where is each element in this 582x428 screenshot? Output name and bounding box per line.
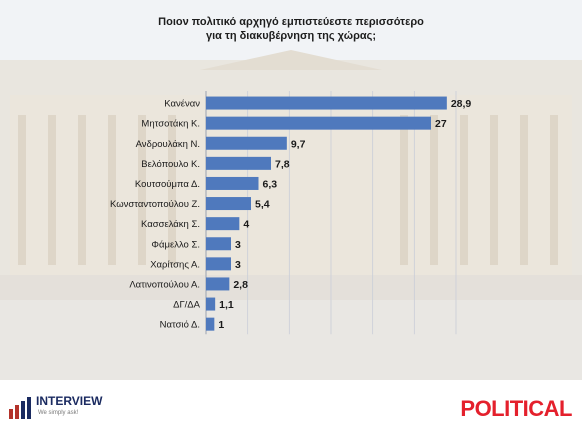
value-label: 7,8 <box>275 158 290 170</box>
bar <box>206 197 251 211</box>
value-label: 3 <box>235 259 241 271</box>
interview-logo-text: INTERVIEW <box>36 394 103 408</box>
value-label: 6,3 <box>263 178 278 190</box>
bar <box>206 317 215 331</box>
bar <box>206 176 259 190</box>
category-label: Λατινοπούλου Α. <box>129 279 200 290</box>
category-label: Κουτσούμπα Δ. <box>135 179 200 190</box>
chart-title-line-2: για τη διακυβέρνηση της χώρας; <box>205 30 377 42</box>
category-label: ΔΓ/ΔΑ <box>173 300 201 311</box>
value-label: 27 <box>435 118 447 130</box>
category-label: Βελόπουλο Κ. <box>141 159 200 170</box>
category-label: Χαρίτσης Α. <box>150 259 200 270</box>
category-label: Κασσελάκη Σ. <box>141 219 200 230</box>
bar <box>206 237 231 251</box>
bar <box>206 96 447 110</box>
bar <box>206 116 431 130</box>
category-label: Κωνσταντοπούλου Ζ. <box>110 199 200 210</box>
value-label: 5,4 <box>255 199 270 211</box>
interview-tagline: We simply ask! <box>38 410 79 416</box>
value-label: 9,7 <box>291 138 306 150</box>
value-label: 28,9 <box>451 98 472 110</box>
value-label: 3 <box>235 239 241 251</box>
value-label: 4 <box>243 219 249 231</box>
bar <box>206 257 231 271</box>
category-label: Ανδρουλάκη Ν. <box>136 139 200 150</box>
category-label: Φάμελλο Σ. <box>151 239 200 250</box>
category-label: Μητσοτάκη Κ. <box>141 119 200 130</box>
bar <box>206 277 230 291</box>
political-logo: POLITICAL <box>460 396 572 421</box>
category-label: Κανέναν <box>164 99 200 110</box>
value-label: 1,1 <box>219 299 234 311</box>
bar <box>206 156 271 170</box>
bar <box>206 217 240 231</box>
value-label: 2,8 <box>233 279 248 291</box>
value-label: 1 <box>218 319 224 331</box>
bar <box>206 136 287 150</box>
category-label: Νατσιό Δ. <box>160 320 200 331</box>
interview-logo-icon <box>9 397 31 419</box>
bar <box>206 297 216 311</box>
chart-title-line-1: Ποιον πολιτικό αρχηγό εμπιστεύεστε περισ… <box>158 16 424 28</box>
